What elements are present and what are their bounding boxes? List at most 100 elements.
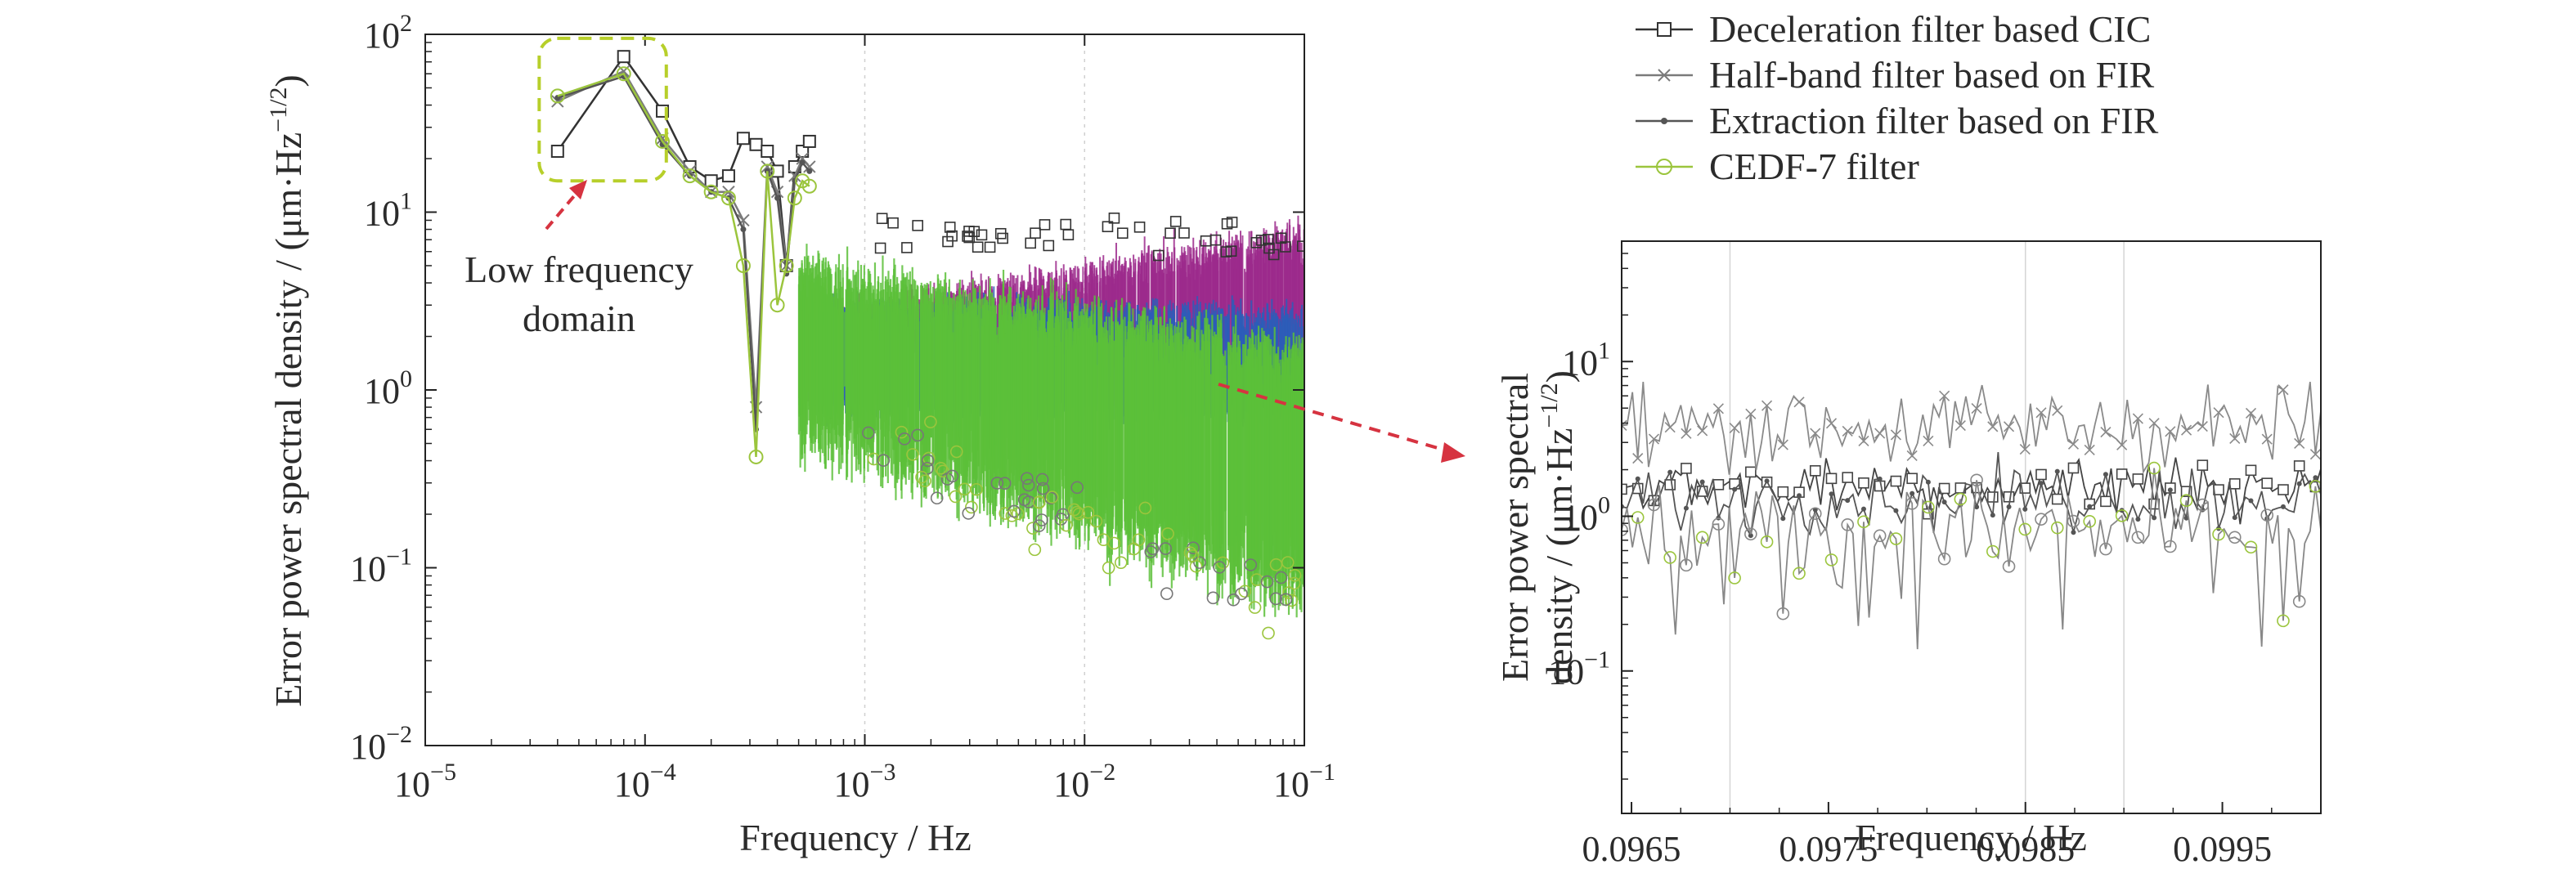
- zoom-point-circle: [1647, 498, 1661, 512]
- zoom-arrow-line: [1218, 383, 1452, 454]
- main-x-tick-exp: −4: [650, 759, 676, 786]
- x-stroke: [2084, 444, 2095, 456]
- dense-square-marker: [942, 235, 954, 248]
- x-stroke: [2181, 424, 2192, 436]
- dense-marker: [1161, 527, 1174, 540]
- zoom-point-circle: [2115, 508, 2129, 522]
- main-y-label-close: ): [267, 74, 309, 87]
- zoom-point-circle: [1937, 552, 1951, 566]
- dense-marker: [1089, 514, 1103, 528]
- zoom-y-label-exp: −1/2: [1536, 383, 1563, 428]
- dense-marker: [924, 415, 937, 428]
- x-stroke: [1777, 439, 1788, 450]
- dense-square-marker: [1255, 235, 1268, 246]
- zoom-point-circle: [1744, 527, 1757, 541]
- x-stroke: [1874, 428, 1886, 439]
- annotation-arrow-head: [569, 180, 587, 199]
- dense-square-marker: [1116, 227, 1129, 239]
- dense-marker: [1127, 542, 1141, 556]
- dense-marker: [945, 469, 959, 483]
- dense-marker: [1138, 501, 1152, 515]
- main-point-x: [803, 160, 816, 173]
- zoom-y-tick-base: 10: [1562, 343, 1598, 383]
- zoom-arrow-head: [1441, 442, 1465, 463]
- zoom-point-x: [1664, 422, 1676, 433]
- zoom-point-dot: [2152, 515, 2157, 521]
- zoom-point-square: [2035, 468, 2047, 481]
- zoom-point-circle: [1631, 511, 1645, 524]
- zoom-point-x: [1729, 423, 1740, 434]
- zoom-point-circle: [1760, 535, 1774, 549]
- zoom-point-circle: [2035, 513, 2048, 526]
- legend-label: CEDF-7 filter: [1709, 146, 1919, 187]
- x-stroke: [2052, 405, 2063, 416]
- zoom-series-group: [1622, 381, 2321, 650]
- zoom-point-dot: [2103, 472, 2108, 477]
- main-x-tick-base: 10: [1053, 764, 1089, 804]
- zoom-y-tick-label: 101: [1562, 337, 1610, 383]
- dense-square-marker: [1169, 216, 1182, 227]
- zoom-point-x: [1858, 435, 1869, 447]
- dense-marker: [1060, 518, 1073, 532]
- main-y-tick-label: 10−2: [350, 721, 412, 767]
- zoom-point-x: [1648, 433, 1660, 445]
- zoom-point-x: [2245, 407, 2257, 419]
- dense-marker: [1206, 591, 1220, 605]
- dense-marker: [1021, 472, 1034, 486]
- zoom-point-circle: [2260, 508, 2274, 522]
- zoom-y-tick-exp: 0: [1598, 492, 1610, 519]
- dense-square-marker: [901, 242, 913, 253]
- main-point-square: [761, 145, 774, 159]
- zoom-point-circle: [2131, 531, 2145, 544]
- x-stroke: [2245, 407, 2257, 419]
- annotation-text-line1: Low frequency: [464, 249, 693, 290]
- zoom-point-square: [1745, 466, 1757, 478]
- zoom-y-tick-base: 10: [1562, 498, 1598, 538]
- x-stroke: [2003, 421, 2015, 432]
- zoom-point-square: [2051, 493, 2063, 505]
- zoom-point-x: [2035, 407, 2047, 419]
- dense-marker: [1279, 593, 1293, 607]
- main-point-x: [737, 213, 750, 227]
- main-y-tick-exp: −1: [386, 544, 412, 571]
- zoom-point-circle: [1970, 473, 1983, 487]
- zoom-point-square: [2293, 460, 2305, 472]
- main-series-group: [550, 50, 817, 464]
- zoom-point-circle: [1695, 531, 1709, 544]
- x-stroke: [1681, 428, 1692, 439]
- dense-marker: [949, 490, 963, 504]
- zoom-y-tick-label: 10−1: [1548, 647, 1610, 692]
- zoom-point-x: [2309, 449, 2321, 460]
- dense-marker: [1032, 495, 1046, 509]
- x-stroke: [1632, 453, 1644, 464]
- main-x-tick-exp: −3: [870, 759, 896, 786]
- dense-marker: [921, 454, 935, 468]
- zoom-point-square: [2116, 468, 2128, 480]
- zoom-point-circle: [2164, 540, 2177, 553]
- zoom-y-tick-exp: −1: [1584, 647, 1610, 674]
- dense-square-marker: [1030, 227, 1041, 239]
- zoom-point-square: [2003, 490, 2015, 503]
- main-point-circle: [550, 88, 565, 104]
- dense-marker: [1045, 490, 1059, 504]
- zoom-point-circle: [1663, 551, 1676, 564]
- dense-square-marker: [887, 217, 899, 229]
- legend-marker-circle: [1656, 159, 1672, 175]
- zoom-point-dot: [1910, 490, 1915, 496]
- dense-marker: [962, 507, 976, 520]
- x-stroke: [683, 164, 697, 178]
- legend-label: Deceleration filter based CIC: [1709, 8, 2151, 50]
- zoom-point-dot: [2167, 487, 2173, 493]
- main-dense-band: [797, 213, 1304, 640]
- dense-marker: [1274, 571, 1288, 585]
- x-stroke: [2035, 407, 2047, 419]
- main-x-tick-label: 10−4: [614, 759, 676, 804]
- zoom-point-x: [1890, 429, 1901, 441]
- dense-marker: [1238, 585, 1252, 598]
- zoom-plot-area: [1622, 241, 2321, 813]
- zoom-point-dot: [1732, 486, 1738, 492]
- zoom-point-circle: [1793, 567, 1806, 580]
- main-x-tick-label: 10−1: [1273, 759, 1335, 804]
- zoom-point-x: [2197, 420, 2208, 432]
